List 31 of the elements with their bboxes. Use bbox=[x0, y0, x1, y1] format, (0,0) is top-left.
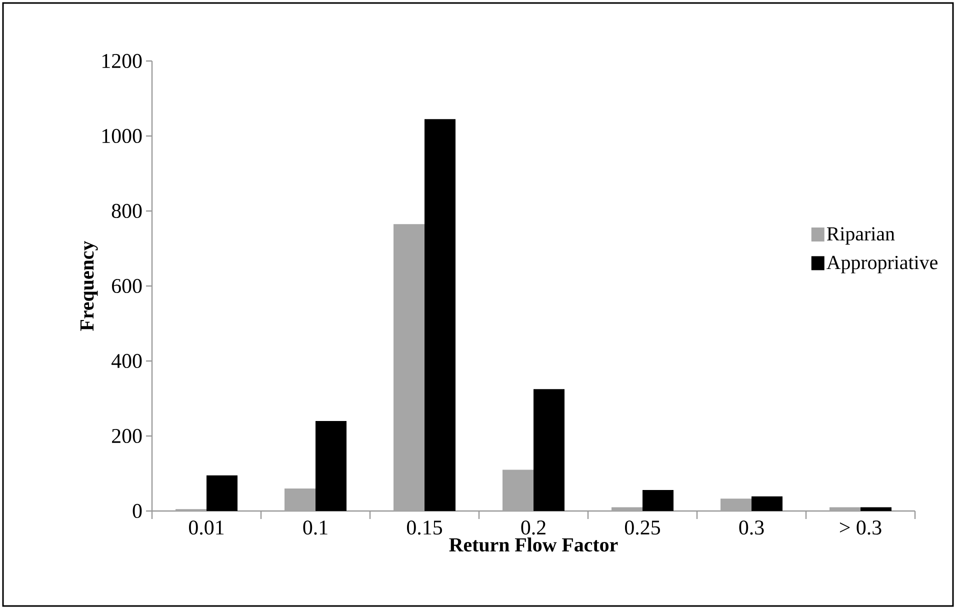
x-tick-label: 0.2 bbox=[521, 520, 546, 535]
y-tick-label: 600 bbox=[112, 278, 142, 294]
y-tick-label: 800 bbox=[112, 204, 142, 218]
bar bbox=[642, 490, 674, 511]
bar bbox=[284, 488, 316, 511]
x-tick-label: 0.15 bbox=[407, 520, 442, 535]
y-tick-label: 1000 bbox=[102, 128, 142, 144]
y-tick-label: 400 bbox=[112, 354, 142, 368]
legend-label: Riparian bbox=[826, 227, 895, 245]
x-tick-label: > 0.3 bbox=[840, 520, 882, 535]
x-tick-label: 0.25 bbox=[625, 520, 660, 535]
bar bbox=[752, 496, 783, 511]
bar bbox=[534, 389, 565, 511]
bar bbox=[316, 420, 347, 511]
legend-label: Appropriative bbox=[826, 256, 938, 274]
y-tick-label: 0 bbox=[132, 504, 142, 518]
bar bbox=[206, 475, 238, 511]
bar bbox=[394, 224, 425, 511]
bar bbox=[860, 507, 892, 511]
x-tick-label: 0.1 bbox=[303, 520, 328, 535]
y-tick-label: 1200 bbox=[102, 54, 142, 68]
bar bbox=[830, 507, 861, 511]
bar bbox=[424, 119, 456, 511]
bar bbox=[502, 470, 534, 511]
bar bbox=[720, 498, 752, 511]
y-axis-title: Frequency bbox=[80, 240, 98, 331]
x-axis-title: Return Flow Factor bbox=[449, 538, 618, 552]
x-tick-label: 0.3 bbox=[739, 520, 764, 535]
y-tick-label: 200 bbox=[112, 428, 142, 444]
x-tick-label: 0.01 bbox=[189, 520, 224, 535]
bar bbox=[612, 507, 643, 511]
